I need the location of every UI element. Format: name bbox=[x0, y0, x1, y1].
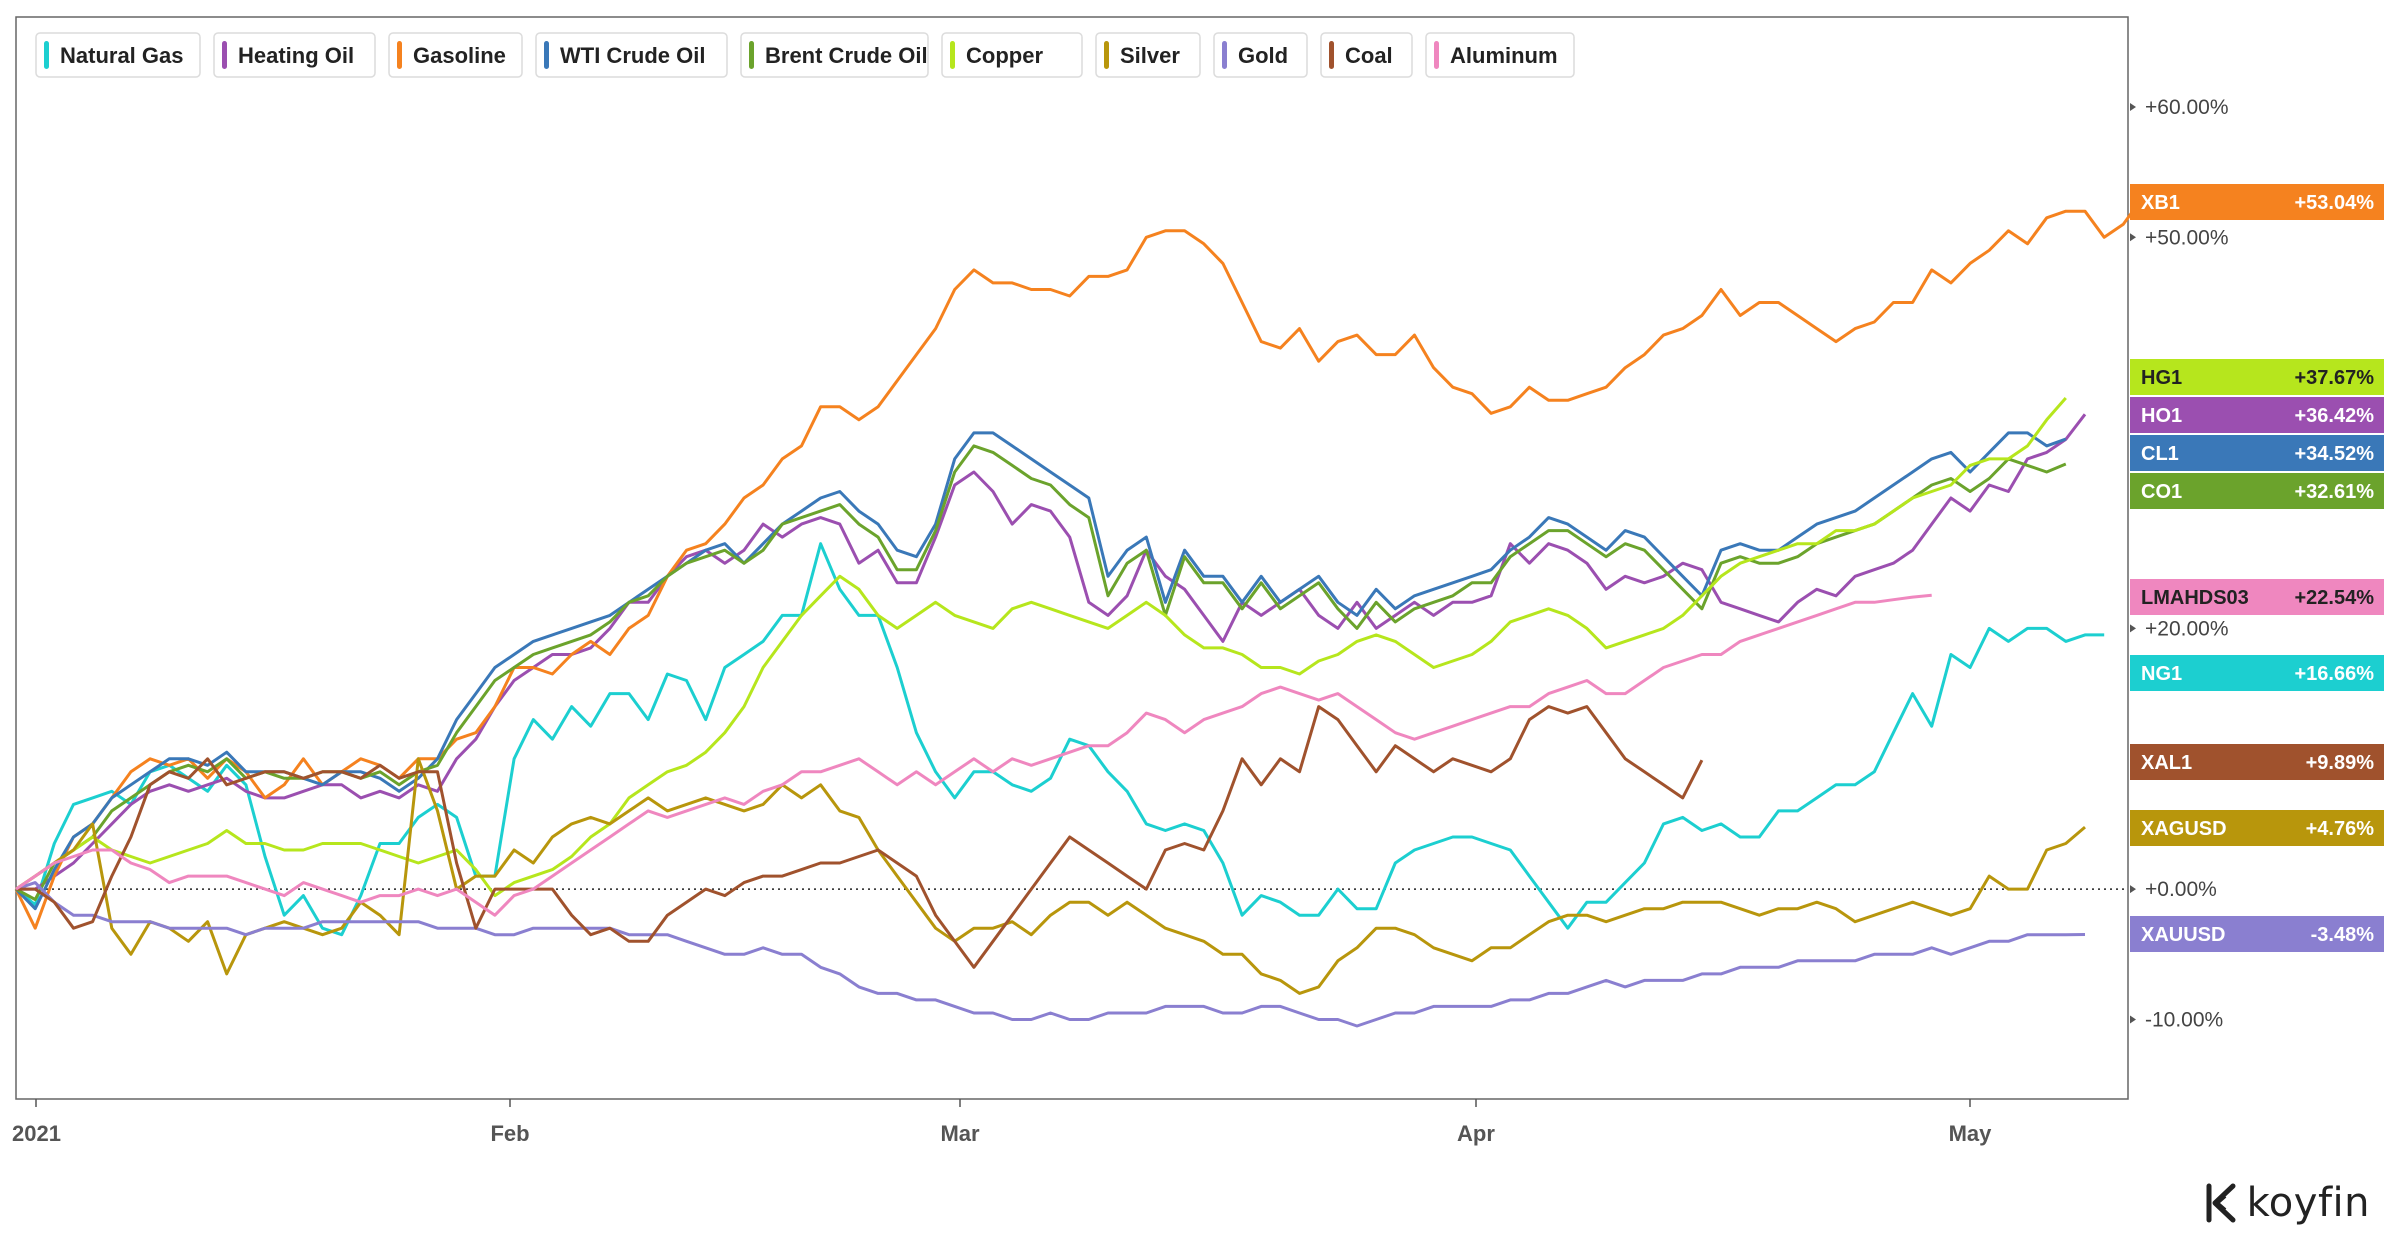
x-tick-label: Mar bbox=[940, 1121, 980, 1146]
legend: Natural Gas Heating Oil Gasoline WTI Crude … bbox=[35, 32, 1575, 78]
tag-ticker: CO1 bbox=[2141, 481, 2182, 503]
x-axis: 2021 Feb Mar Apr May bbox=[12, 1099, 1992, 1146]
value-tag-xb1: XB1 +53.04% bbox=[2130, 184, 2384, 220]
x-tick-label: Apr bbox=[1457, 1121, 1495, 1146]
value-tag-xal1: XAL1 +9.89% bbox=[2130, 744, 2384, 780]
legend-label: Gasoline bbox=[413, 43, 506, 68]
series-line-xauusd bbox=[15, 881, 2086, 1028]
series-line-cl1 bbox=[14, 431, 2067, 911]
legend-swatch bbox=[44, 41, 49, 69]
series-line-xal1 bbox=[16, 705, 1704, 969]
legend-swatch bbox=[1104, 41, 1109, 69]
legend-label: Silver bbox=[1120, 43, 1180, 68]
tag-value: +22.54% bbox=[2294, 587, 2374, 609]
tag-value: +37.67% bbox=[2294, 367, 2374, 389]
legend-swatch bbox=[397, 41, 402, 69]
tag-value: +16.66% bbox=[2294, 663, 2374, 685]
tag-ticker: LMAHDS03 bbox=[2141, 587, 2249, 609]
legend-item-xauusd[interactable]: Gold bbox=[1213, 32, 1308, 78]
tag-ticker: HG1 bbox=[2141, 367, 2182, 389]
tag-ticker: XAGUSD bbox=[2141, 818, 2227, 840]
value-tag-co1: CO1 +32.61% bbox=[2130, 473, 2384, 509]
legend-item-co1[interactable]: Brent Crude Oil bbox=[740, 32, 929, 78]
legend-item-ng1[interactable]: Natural Gas bbox=[35, 32, 201, 78]
legend-swatch bbox=[749, 41, 754, 69]
tag-value: +4.76% bbox=[2306, 818, 2375, 840]
brand-logo: koyfin bbox=[2203, 1180, 2370, 1226]
legend-label: Coal bbox=[1345, 43, 1393, 68]
legend-swatch bbox=[950, 41, 955, 69]
legend-label: Gold bbox=[1238, 43, 1288, 68]
y-tick-label: +60.00% bbox=[2145, 96, 2229, 119]
y-tick-label: +50.00% bbox=[2145, 226, 2229, 249]
legend-item-ho1[interactable]: Heating Oil bbox=[213, 32, 376, 78]
tag-value: -3.48% bbox=[2311, 924, 2375, 946]
tag-ticker: XAL1 bbox=[2141, 752, 2192, 774]
value-tag-ho1: HO1 +36.42% bbox=[2130, 397, 2384, 433]
tag-ticker: CL1 bbox=[2141, 443, 2179, 465]
y-tick-label: +20.00% bbox=[2145, 617, 2229, 640]
legend-label: Copper bbox=[966, 43, 1043, 68]
y-tick-mark bbox=[2130, 1015, 2136, 1024]
tag-ticker: XB1 bbox=[2141, 192, 2180, 214]
x-tick-label: Feb bbox=[490, 1121, 529, 1146]
value-tag-xagusd: XAGUSD +4.76% bbox=[2130, 810, 2384, 846]
y-tick-mark bbox=[2130, 233, 2136, 242]
y-tick-mark bbox=[2130, 102, 2136, 111]
x-tick-label: 2021 bbox=[12, 1121, 61, 1146]
legend-item-cl1[interactable]: WTI Crude Oil bbox=[535, 32, 728, 78]
tag-value: +9.89% bbox=[2306, 752, 2375, 774]
tag-value: +32.61% bbox=[2294, 481, 2374, 503]
series-lines bbox=[14, 196, 2144, 1028]
legend-label: WTI Crude Oil bbox=[560, 43, 705, 68]
legend-item-xagusd[interactable]: Silver bbox=[1095, 32, 1201, 78]
brand-name: koyfin bbox=[2246, 1180, 2370, 1226]
legend-label: Aluminum bbox=[1450, 43, 1558, 68]
series-line-hg1 bbox=[15, 397, 2067, 898]
legend-swatch bbox=[1434, 41, 1439, 69]
legend-item-xal1[interactable]: Coal bbox=[1320, 32, 1413, 78]
y-tick-label: +0.00% bbox=[2145, 878, 2217, 901]
legend-item-lmahds03[interactable]: Aluminum bbox=[1425, 32, 1575, 78]
x-tick-label: May bbox=[1949, 1121, 1993, 1146]
value-tag-ng1: NG1 +16.66% bbox=[2130, 655, 2384, 691]
legend-label: Heating Oil bbox=[238, 43, 354, 68]
legend-label: Natural Gas bbox=[60, 43, 184, 68]
series-line-lmahds03 bbox=[15, 593, 1932, 917]
legend-swatch bbox=[1329, 41, 1334, 69]
plot-area bbox=[15, 16, 2129, 1100]
legend-swatch bbox=[544, 41, 549, 69]
series-line-xb1 bbox=[14, 196, 2144, 930]
legend-item-hg1[interactable]: Copper bbox=[941, 32, 1083, 78]
tag-value: +36.42% bbox=[2294, 405, 2374, 427]
value-tag-hg1: HG1 +37.67% bbox=[2130, 359, 2384, 395]
y-tick-mark bbox=[2130, 885, 2136, 894]
series-line-ng1 bbox=[15, 542, 2105, 937]
koyfin-k-icon bbox=[2206, 1183, 2236, 1223]
tag-value: +53.04% bbox=[2294, 192, 2374, 214]
tag-value: +34.52% bbox=[2294, 443, 2374, 465]
value-tag-xauusd: XAUUSD -3.48% bbox=[2130, 916, 2384, 952]
y-tick-mark bbox=[2130, 624, 2136, 633]
tag-ticker: XAUUSD bbox=[2141, 924, 2225, 946]
value-tag-cl1: CL1 +34.52% bbox=[2130, 435, 2384, 471]
value-tag-lmahds03: LMAHDS03 +22.54% bbox=[2130, 579, 2384, 615]
legend-item-xb1[interactable]: Gasoline bbox=[388, 32, 523, 78]
tag-ticker: HO1 bbox=[2141, 405, 2182, 427]
series-line-ho1 bbox=[16, 413, 2087, 891]
y-axis-ticks: +60.00% +50.00% +20.00% +0.00% -10.00% bbox=[2130, 96, 2229, 1031]
y-tick-label: -10.00% bbox=[2145, 1008, 2223, 1031]
legend-swatch bbox=[1222, 41, 1227, 69]
last-value-tags: NG1 +16.66% HO1 +36.42% XB1 +53.04% CL1 +34.52%… bbox=[2130, 184, 2384, 952]
legend-label: Brent Crude Oil bbox=[765, 43, 928, 68]
legend-swatch bbox=[222, 41, 227, 69]
tag-ticker: NG1 bbox=[2141, 663, 2182, 685]
